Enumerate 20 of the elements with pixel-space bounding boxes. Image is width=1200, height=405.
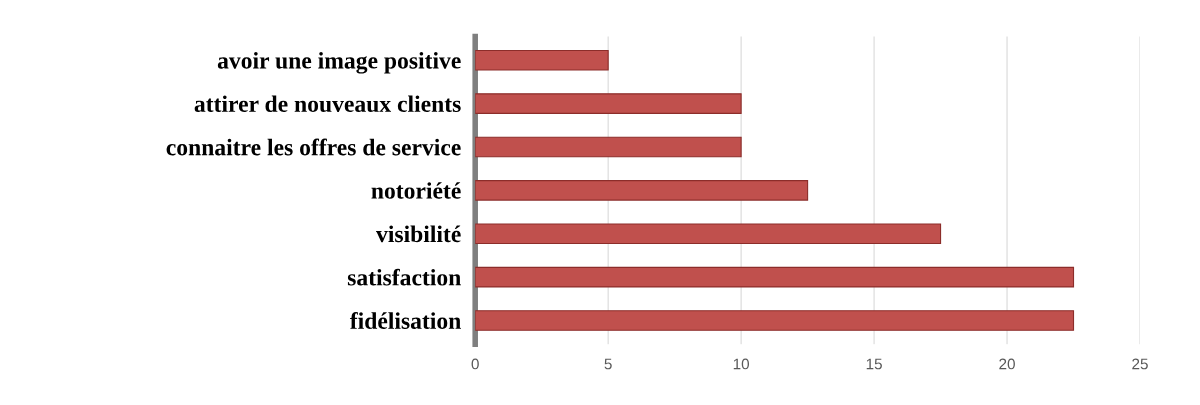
x-tick-label: 10 <box>733 358 750 370</box>
x-tick-label: 0 <box>471 358 479 370</box>
bar <box>475 266 1075 288</box>
bar <box>475 310 1075 331</box>
x-tick-label: 25 <box>1132 358 1148 370</box>
x-tick-label: 20 <box>999 358 1015 370</box>
bar <box>475 49 609 71</box>
bar <box>475 223 942 245</box>
x-tick-label: 5 <box>604 358 612 370</box>
y-tick-label: attirer de nouveaux clients <box>194 95 461 113</box>
bar <box>475 136 742 158</box>
bar <box>475 180 809 201</box>
x-tick-label: 15 <box>866 358 882 370</box>
y-tick-label: avoir une image positive <box>217 52 461 74</box>
y-tick-label: notoriété <box>371 182 461 199</box>
y-tick-label: satisfaction <box>347 268 461 286</box>
y-tick-label: visibilité <box>376 225 461 243</box>
y-tick-label: connaitre les offres de service <box>166 138 461 156</box>
y-tick-label: fidélisation <box>349 312 461 329</box>
bar <box>475 93 742 114</box>
